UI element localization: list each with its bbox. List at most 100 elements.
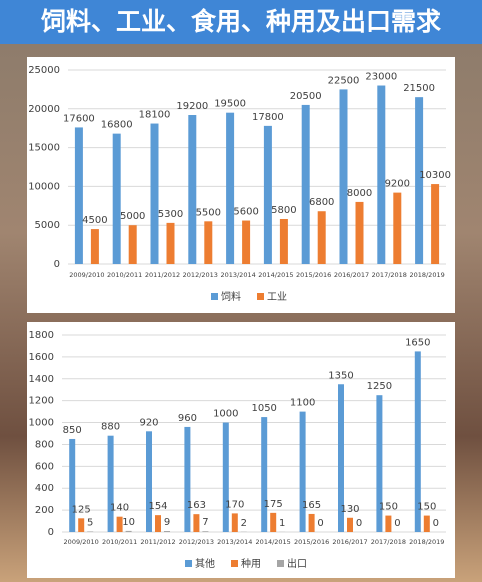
y-tick-label: 400 <box>35 483 54 494</box>
x-tick-label: 2015/2016 <box>294 538 329 546</box>
y-tick-label: 5000 <box>35 220 60 231</box>
bar <box>376 395 383 532</box>
x-tick-label: 2016/2017 <box>332 538 367 546</box>
data-label: 4500 <box>82 215 107 226</box>
bar <box>308 513 315 532</box>
data-label: 5800 <box>271 205 296 216</box>
bar <box>222 422 229 532</box>
y-tick-label: 10000 <box>28 181 60 192</box>
data-label: 22500 <box>328 75 360 86</box>
bar <box>74 127 83 264</box>
x-tick-label: 2017/2018 <box>371 538 406 546</box>
data-label: 150 <box>379 502 398 513</box>
bar <box>270 512 277 532</box>
data-label: 130 <box>340 504 359 515</box>
data-label: 140 <box>110 503 129 514</box>
bar <box>150 123 159 264</box>
title-banner <box>0 0 482 44</box>
data-label: 10300 <box>419 170 451 181</box>
data-label: 19200 <box>176 101 208 112</box>
data-label: 21500 <box>403 83 435 94</box>
bar <box>78 518 85 532</box>
x-tick-label: 2013/2014 <box>220 271 255 279</box>
data-label: 1050 <box>251 403 276 414</box>
bar <box>164 531 170 532</box>
y-tick-label: 1200 <box>29 396 54 407</box>
bar <box>184 426 191 532</box>
y-tick-label: 1000 <box>29 418 54 429</box>
chart-panel <box>27 322 455 578</box>
data-label: 165 <box>302 500 321 511</box>
y-tick-label: 15000 <box>28 143 60 154</box>
bar <box>301 104 310 264</box>
bar <box>431 184 440 264</box>
legend-label: 工业 <box>267 291 287 303</box>
bar <box>415 97 424 264</box>
bar <box>377 85 386 265</box>
bar <box>263 125 272 264</box>
legend-swatch <box>185 560 192 567</box>
bar <box>146 431 152 532</box>
bar <box>339 89 348 265</box>
data-label: 0 <box>356 518 362 529</box>
bar <box>125 530 132 532</box>
bar <box>116 516 123 532</box>
y-tick-label: 600 <box>35 461 54 472</box>
bar <box>69 438 76 532</box>
data-label: 16800 <box>101 120 133 131</box>
data-label: 17800 <box>252 112 284 123</box>
x-tick-label: 2014/2015 <box>258 271 293 279</box>
legend-swatch <box>257 293 264 300</box>
data-label: 1250 <box>367 381 392 392</box>
legend-label: 出口 <box>287 557 307 570</box>
x-tick-label: 2012/2013 <box>179 538 214 546</box>
bar <box>226 112 235 265</box>
legend-swatch <box>277 560 284 567</box>
legend-label: 饲料 <box>221 290 241 303</box>
x-tick-label: 2009/2010 <box>64 538 99 546</box>
bar <box>128 225 137 264</box>
bar <box>166 222 175 264</box>
bar <box>299 411 306 532</box>
bar <box>87 531 94 532</box>
x-tick-label: 2018/2019 <box>409 538 444 546</box>
data-label: 20500 <box>290 91 322 102</box>
legend-swatch <box>231 560 238 567</box>
legend-label: 种用 <box>241 557 261 570</box>
data-label: 920 <box>139 417 158 428</box>
data-label: 9 <box>164 517 170 528</box>
bar <box>90 229 99 264</box>
data-label: 5600 <box>233 207 258 218</box>
data-label: 1650 <box>405 337 430 348</box>
data-label: 163 <box>187 500 206 511</box>
y-tick-label: 1800 <box>29 330 54 341</box>
y-tick-label: 1400 <box>29 374 54 385</box>
data-label: 0 <box>317 518 323 529</box>
data-label: 0 <box>394 518 400 529</box>
data-label: 2 <box>241 518 247 529</box>
data-label: 880 <box>101 422 120 433</box>
x-tick-label: 2016/2017 <box>334 271 369 279</box>
bar <box>204 221 213 264</box>
y-tick-label: 25000 <box>28 65 60 76</box>
data-label: 960 <box>178 413 197 424</box>
data-label: 8000 <box>347 188 372 199</box>
data-label: 125 <box>72 504 91 515</box>
data-label: 9200 <box>385 179 410 190</box>
bar <box>279 218 288 264</box>
x-tick-label: 2010/2011 <box>107 271 142 279</box>
data-label: 17600 <box>63 113 95 124</box>
data-label: 7 <box>202 517 208 528</box>
data-label: 6800 <box>309 197 334 208</box>
data-label: 10 <box>122 517 135 528</box>
bar <box>414 351 421 532</box>
bar <box>193 514 200 532</box>
x-tick-label: 2011/2012 <box>145 271 180 279</box>
bar <box>107 435 114 532</box>
bar <box>423 515 430 532</box>
bar <box>338 384 344 532</box>
data-label: 5 <box>87 517 93 528</box>
x-tick-label: 2017/2018 <box>372 271 407 279</box>
